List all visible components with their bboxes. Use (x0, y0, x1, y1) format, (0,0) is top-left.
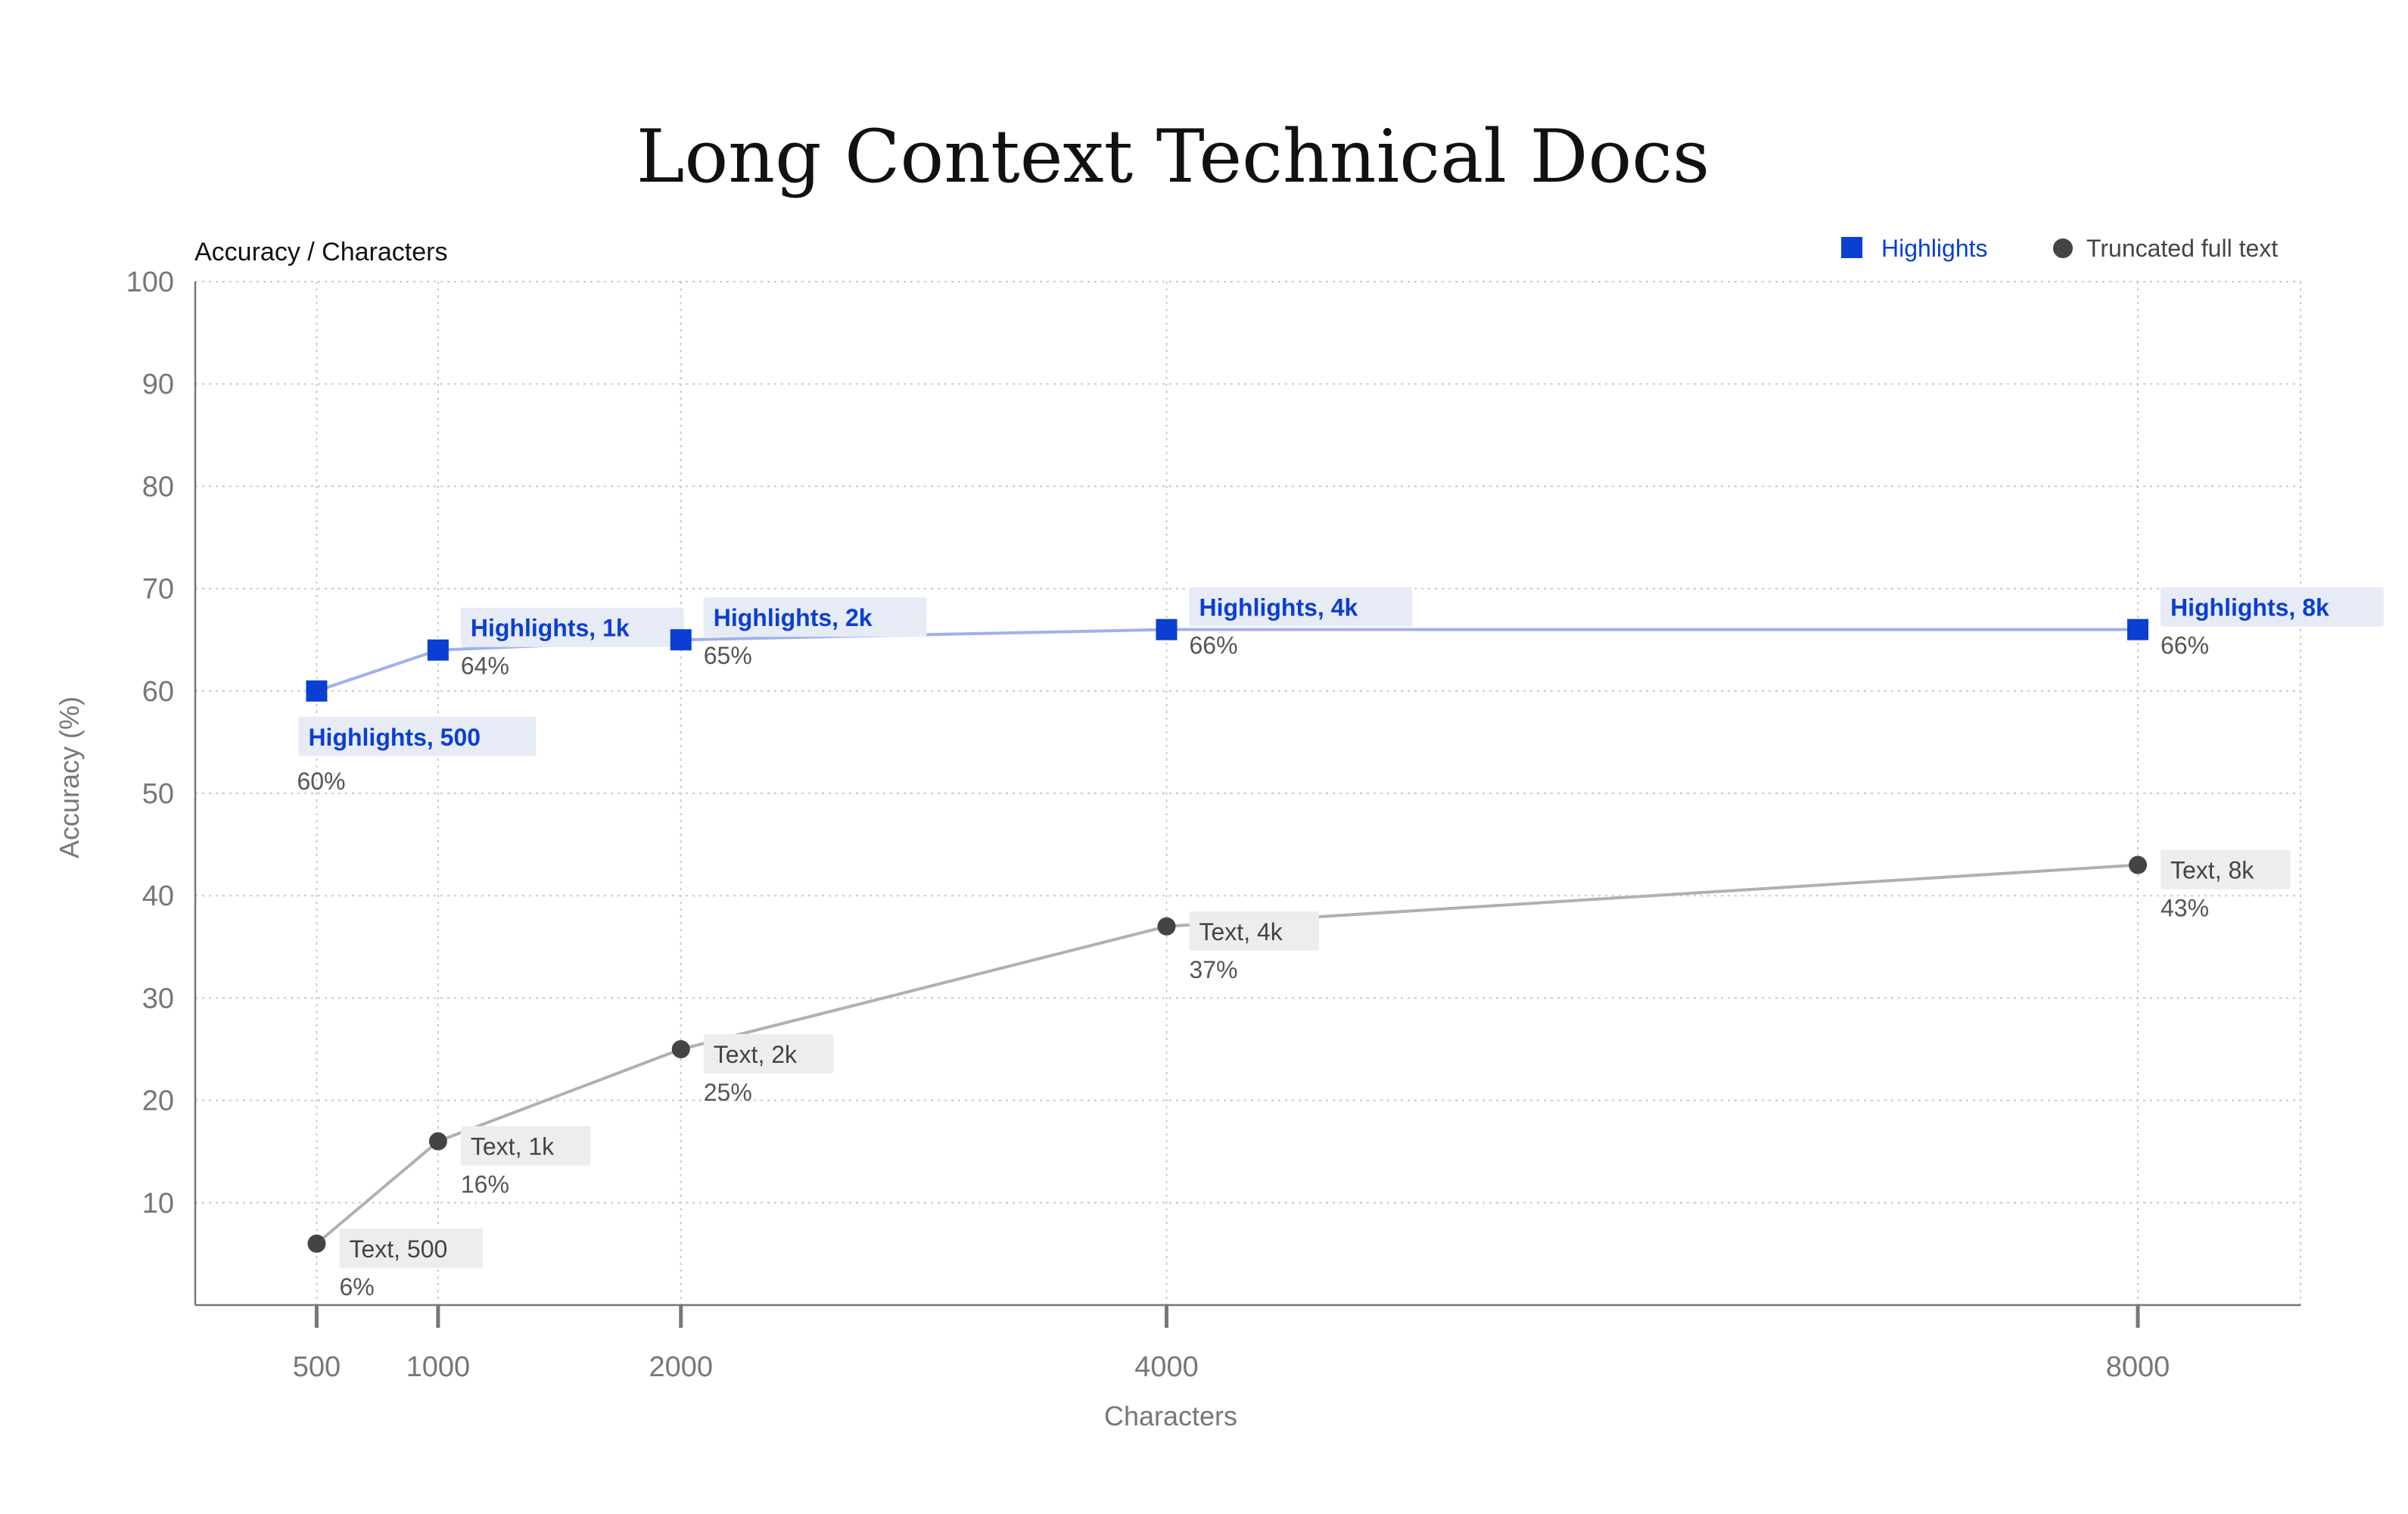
y-tick-label: 60 (142, 676, 174, 708)
y-tick-label: 90 (142, 369, 174, 400)
data-point-square (670, 629, 692, 651)
x-axis-label: Characters (1104, 1400, 1237, 1431)
point-label: Text, 4k (1199, 918, 1283, 945)
point-label: Highlights, 4k (1199, 594, 1358, 621)
legend: Highlights Truncated full text (1841, 235, 2278, 262)
point-label: Highlights, 500 (308, 724, 481, 751)
value-label: 6% (339, 1273, 374, 1301)
point-label-background (339, 1228, 484, 1268)
point-label-background (703, 1034, 834, 1073)
point-label-background (2161, 587, 2384, 627)
point-labels: Highlights, 500 60% Highlights, 1k 64% Highl… (297, 587, 2384, 1301)
value-label: 37% (1190, 956, 1238, 983)
data-point-circle (428, 1132, 447, 1151)
point-label-background (460, 607, 684, 647)
point-label: Text, 500 (349, 1235, 447, 1263)
y-tick-label: 80 (142, 471, 174, 503)
y-tick-label: 100 (126, 266, 174, 298)
data-point-circle (1157, 917, 1176, 936)
point-label-background (460, 1126, 591, 1166)
markers (306, 618, 2149, 1253)
point-label-background (298, 716, 537, 756)
data-point-circle (671, 1040, 690, 1058)
x-tick-label: 8000 (2106, 1351, 2170, 1383)
y-tick-label: 40 (142, 880, 174, 912)
grid (195, 281, 2301, 1305)
value-label: 65% (704, 642, 752, 669)
y-tick-label: 10 (142, 1188, 174, 1220)
y-tick-label: 70 (142, 574, 174, 606)
y-tick-label: 50 (142, 778, 174, 810)
point-label: Highlights, 8k (2170, 594, 2329, 621)
legend-circle-icon (2053, 238, 2073, 258)
point-label-background (2161, 849, 2291, 889)
axes: 10 20 30 40 50 60 70 80 90 100 500 1000 2000 4000 8000 (126, 266, 2301, 1383)
point-label-background (703, 597, 927, 637)
value-label: 16% (461, 1171, 509, 1198)
x-tick-label: 1000 (406, 1351, 471, 1383)
value-label: 25% (704, 1079, 752, 1106)
point-label-background (1189, 911, 1320, 951)
y-tick-label: 20 (142, 1086, 174, 1117)
value-label: 66% (2161, 632, 2209, 659)
x-tick-label: 500 (293, 1351, 341, 1383)
value-label: 60% (297, 768, 345, 795)
point-label: Highlights, 2k (714, 604, 873, 631)
chart-title: Long Context Technical Docs (636, 114, 1710, 199)
data-point-square (1156, 618, 1178, 640)
point-label: Highlights, 1k (471, 615, 630, 642)
x-tick-label: 4000 (1134, 1351, 1199, 1383)
point-label: Text, 1k (471, 1133, 555, 1160)
legend-item-truncated-full-text: Truncated full text (2086, 235, 2278, 262)
value-label: 64% (461, 653, 509, 680)
data-point-square (306, 680, 328, 702)
data-point-square (2127, 618, 2149, 640)
y-axis-label: Accuracy (%) (54, 696, 85, 858)
data-point-circle (2129, 855, 2148, 874)
y-tick-label: 30 (142, 983, 174, 1014)
data-point-square (427, 639, 449, 661)
value-label: 43% (2161, 895, 2209, 922)
chart-subtitle: Accuracy / Characters (194, 238, 447, 266)
legend-square-icon (1841, 237, 1862, 258)
x-tick-label: 2000 (649, 1351, 713, 1383)
data-point-circle (307, 1234, 326, 1253)
point-label: Text, 8k (2170, 857, 2254, 884)
point-label: Text, 2k (714, 1041, 798, 1068)
value-label: 66% (1190, 632, 1238, 659)
point-label-background (1189, 587, 1413, 627)
legend-item-highlights: Highlights (1881, 235, 1988, 262)
